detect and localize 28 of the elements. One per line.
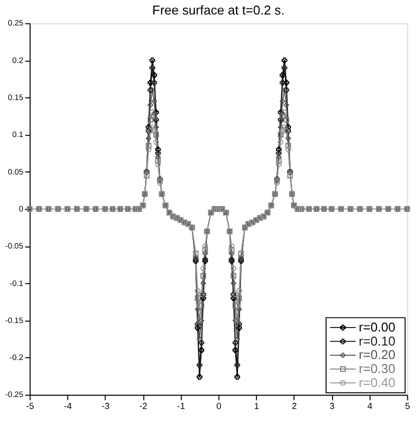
y-tick-label: 0 [18, 204, 24, 214]
x-tick-label: 0 [216, 401, 222, 412]
y-tick-label: 0.2 [12, 56, 24, 65]
x-tick-label: -3 [102, 401, 110, 412]
legend-label: r=0.20 [358, 347, 396, 362]
legend-label: r=0.30 [358, 361, 396, 376]
y-tick-label: -0.05 [5, 242, 24, 251]
y-tick-label: 0.25 [8, 18, 24, 28]
y-tick-label: 0.1 [12, 130, 24, 140]
x-tick-label: -1 [177, 401, 186, 412]
x-tick-label: -5 [26, 401, 34, 412]
y-tick-label: -0.15 [5, 316, 24, 325]
chart-title: Free surface at t=0.2 s. [152, 2, 285, 18]
y-tick-label: -0.1 [10, 278, 24, 288]
y-tick-label: 0.15 [8, 92, 24, 102]
x-tick-label: 5 [405, 401, 410, 412]
legend-label: r=0.00 [358, 320, 396, 335]
y-tick-label: -0.25 [5, 390, 24, 400]
x-tick-label: 3 [330, 401, 335, 412]
legend-label: r=0.10 [358, 333, 396, 348]
y-tick-label: 0.05 [8, 167, 24, 176]
x-tick-label: -4 [64, 401, 72, 412]
x-tick-label: -2 [139, 401, 148, 412]
x-tick-label: 2 [292, 401, 297, 412]
y-tick-label: -0.2 [10, 353, 24, 362]
legend-label: r=0.40 [358, 374, 396, 390]
x-tick-label: 4 [367, 401, 372, 412]
x-tick-label: 1 [254, 401, 260, 412]
